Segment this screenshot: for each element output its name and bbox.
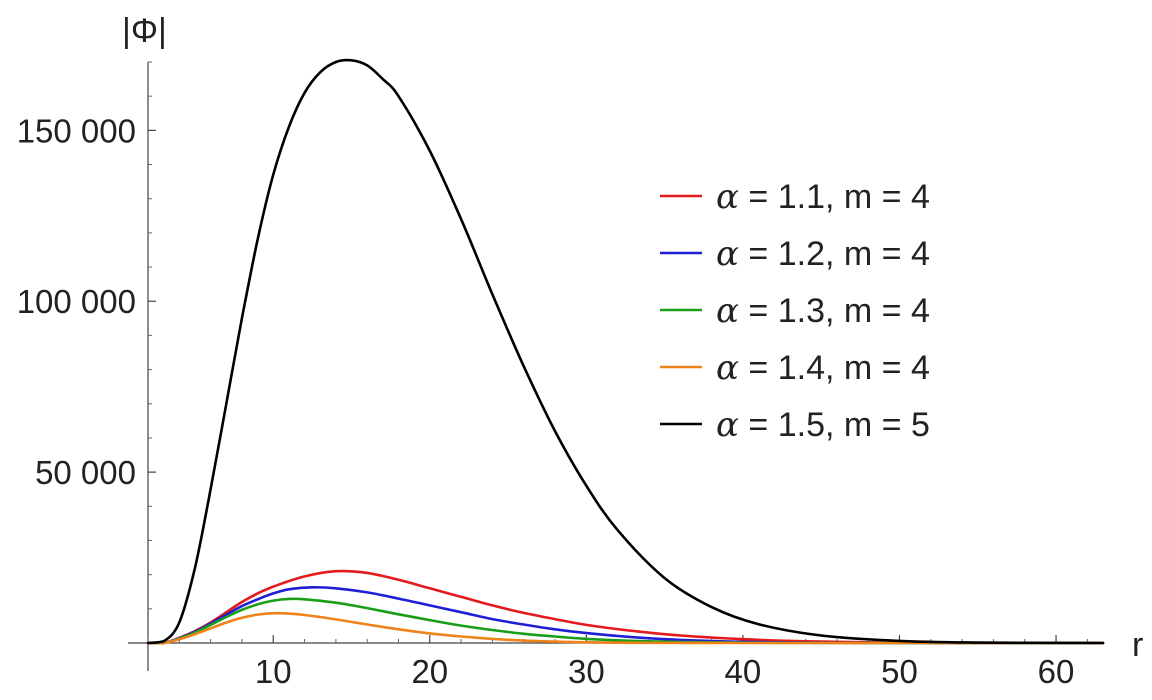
legend-params: = 1.5, m = 5 — [739, 406, 930, 444]
series-line-5 — [146, 58, 1105, 645]
legend-params: = 1.1, m = 4 — [739, 178, 930, 216]
x-tick-label: 20 — [411, 653, 448, 690]
legend-params: = 1.2, m = 4 — [739, 235, 930, 273]
x-tick-label: 60 — [1038, 653, 1075, 690]
legend-alpha: α — [716, 291, 739, 331]
series-layer — [146, 58, 1105, 645]
x-tick-label: 10 — [255, 653, 292, 690]
minor-ticks — [147, 61, 1088, 643]
legend-alpha: α — [716, 234, 739, 274]
legend-alpha: α — [716, 177, 739, 217]
x-tick-label: 50 — [881, 653, 918, 690]
series-line-1 — [146, 569, 1105, 645]
y-tick-label: 50 000 — [35, 454, 136, 491]
legend-params: = 1.4, m = 4 — [739, 349, 930, 387]
y-tick-label: 100 000 — [17, 283, 136, 320]
y-axis-title: |Φ| — [122, 12, 167, 50]
legend-item: α = 1.5, m = 5 — [660, 405, 930, 445]
y-tick-label: 150 000 — [17, 112, 136, 149]
series-line-4 — [146, 611, 1105, 645]
legend-label: α = 1.3, m = 4 — [716, 291, 930, 331]
legend-item: α = 1.1, m = 4 — [660, 177, 930, 217]
legend-item: α = 1.4, m = 4 — [660, 348, 930, 388]
legend-alpha: α — [716, 348, 739, 388]
x-tick-label: 40 — [725, 653, 762, 690]
x-axis-title: r — [1132, 626, 1143, 664]
x-tick-label: 30 — [568, 653, 605, 690]
legend: α = 1.1, m = 4α = 1.2, m = 4α = 1.3, m =… — [660, 177, 930, 445]
y-ticks: 50 000 100 000 150 000 — [17, 112, 156, 491]
legend-params: = 1.3, m = 4 — [739, 292, 930, 330]
legend-alpha: α — [716, 405, 739, 445]
axes: 10 20 30 40 50 60 50 000 100 000 150 000 — [17, 61, 1103, 690]
legend-label: α = 1.2, m = 4 — [716, 234, 930, 274]
legend-item: α = 1.2, m = 4 — [660, 234, 930, 274]
legend-item: α = 1.3, m = 4 — [660, 291, 930, 331]
x-ticks: 10 20 30 40 50 60 — [255, 635, 1075, 690]
legend-label: α = 1.1, m = 4 — [716, 177, 930, 217]
legend-label: α = 1.5, m = 5 — [716, 405, 930, 445]
legend-label: α = 1.4, m = 4 — [716, 348, 930, 388]
series-line-2 — [146, 585, 1105, 645]
